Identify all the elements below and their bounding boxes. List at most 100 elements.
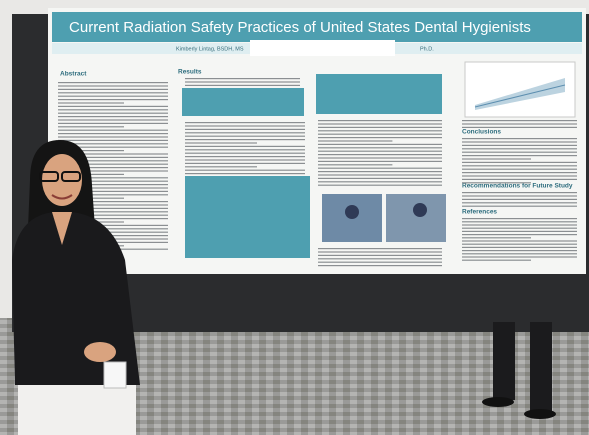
text-line xyxy=(462,175,577,177)
jacket xyxy=(12,212,140,385)
text-line xyxy=(58,146,168,148)
person-leg xyxy=(493,322,515,400)
text-lines xyxy=(58,78,577,267)
text-line xyxy=(462,120,577,122)
text-line xyxy=(185,132,305,134)
text-line xyxy=(185,145,305,147)
text-line xyxy=(462,227,577,229)
text-line xyxy=(318,265,442,267)
photo-figure xyxy=(413,203,427,217)
text-line xyxy=(185,166,257,168)
text-line xyxy=(185,125,305,127)
text-line xyxy=(462,192,577,194)
text-line xyxy=(318,248,442,250)
text-line xyxy=(462,218,577,220)
text-line xyxy=(462,138,577,140)
text-line xyxy=(58,150,124,152)
badge xyxy=(103,361,127,389)
text-line xyxy=(318,174,442,176)
text-line xyxy=(462,250,577,252)
text-line xyxy=(462,240,577,242)
text-line xyxy=(185,122,305,124)
co-author: Ph.D. xyxy=(420,46,434,52)
text-line xyxy=(462,253,577,255)
text-line xyxy=(58,112,168,114)
text-line xyxy=(58,95,168,97)
text-line xyxy=(462,221,577,223)
text-line xyxy=(58,170,168,172)
text-line xyxy=(462,256,577,258)
text-line xyxy=(462,237,531,239)
chart-line xyxy=(474,84,566,108)
text-line xyxy=(185,78,300,80)
text-line xyxy=(318,133,442,135)
results-table xyxy=(185,176,310,258)
text-line xyxy=(462,243,577,245)
text-line xyxy=(58,102,124,104)
section-heading: Recommendations for Future Study xyxy=(462,183,573,190)
text-line xyxy=(318,251,442,253)
text-line xyxy=(318,164,393,166)
text-line xyxy=(58,126,124,128)
text-line xyxy=(318,154,442,156)
text-line xyxy=(58,228,168,230)
text-line xyxy=(58,214,168,216)
text-line xyxy=(462,195,577,197)
text-line xyxy=(58,85,168,87)
text-line xyxy=(462,172,577,174)
text-line xyxy=(58,180,168,182)
text-line xyxy=(318,160,442,162)
text-line xyxy=(318,140,393,142)
text-line xyxy=(318,258,442,260)
shoe xyxy=(482,397,514,407)
poster-title: Current Radiation Safety Practices of Un… xyxy=(69,19,531,36)
text-line xyxy=(58,82,168,84)
text-line xyxy=(58,194,168,196)
text-line xyxy=(462,230,577,232)
text-line xyxy=(58,187,168,189)
text-line xyxy=(318,177,442,179)
text-line xyxy=(318,184,442,186)
text-line xyxy=(185,162,305,164)
text-line xyxy=(462,148,577,150)
photo-figure xyxy=(345,205,359,219)
text-line xyxy=(58,201,168,203)
text-line xyxy=(318,126,442,128)
text-line xyxy=(318,171,442,173)
text-line xyxy=(462,259,531,261)
neck xyxy=(52,212,72,245)
text-line xyxy=(58,92,168,94)
paper-cover xyxy=(250,40,395,56)
text-line xyxy=(318,254,442,256)
text-line xyxy=(462,161,577,163)
text-line xyxy=(462,178,577,180)
text-line xyxy=(318,181,442,183)
shoe xyxy=(524,409,556,419)
text-line xyxy=(58,143,168,145)
text-line xyxy=(462,182,531,184)
text-line xyxy=(462,123,577,125)
person-leg xyxy=(530,322,552,412)
text-line xyxy=(462,246,577,248)
text-line xyxy=(462,198,577,200)
text-line xyxy=(58,119,168,121)
text-line xyxy=(318,137,442,139)
text-line xyxy=(58,163,168,165)
text-line xyxy=(185,156,305,158)
text-line xyxy=(58,207,168,209)
text-line xyxy=(462,141,577,143)
text-line xyxy=(462,168,577,170)
text-line xyxy=(58,139,168,141)
text-line xyxy=(58,133,168,135)
text-line xyxy=(58,184,168,186)
text-line xyxy=(185,142,257,144)
text-line xyxy=(185,139,305,141)
text-line xyxy=(462,165,577,167)
text-line xyxy=(185,152,305,154)
text-line xyxy=(185,84,300,86)
text-line xyxy=(58,136,168,138)
text-line xyxy=(462,151,577,153)
text-line xyxy=(58,122,168,124)
text-line xyxy=(185,128,305,130)
